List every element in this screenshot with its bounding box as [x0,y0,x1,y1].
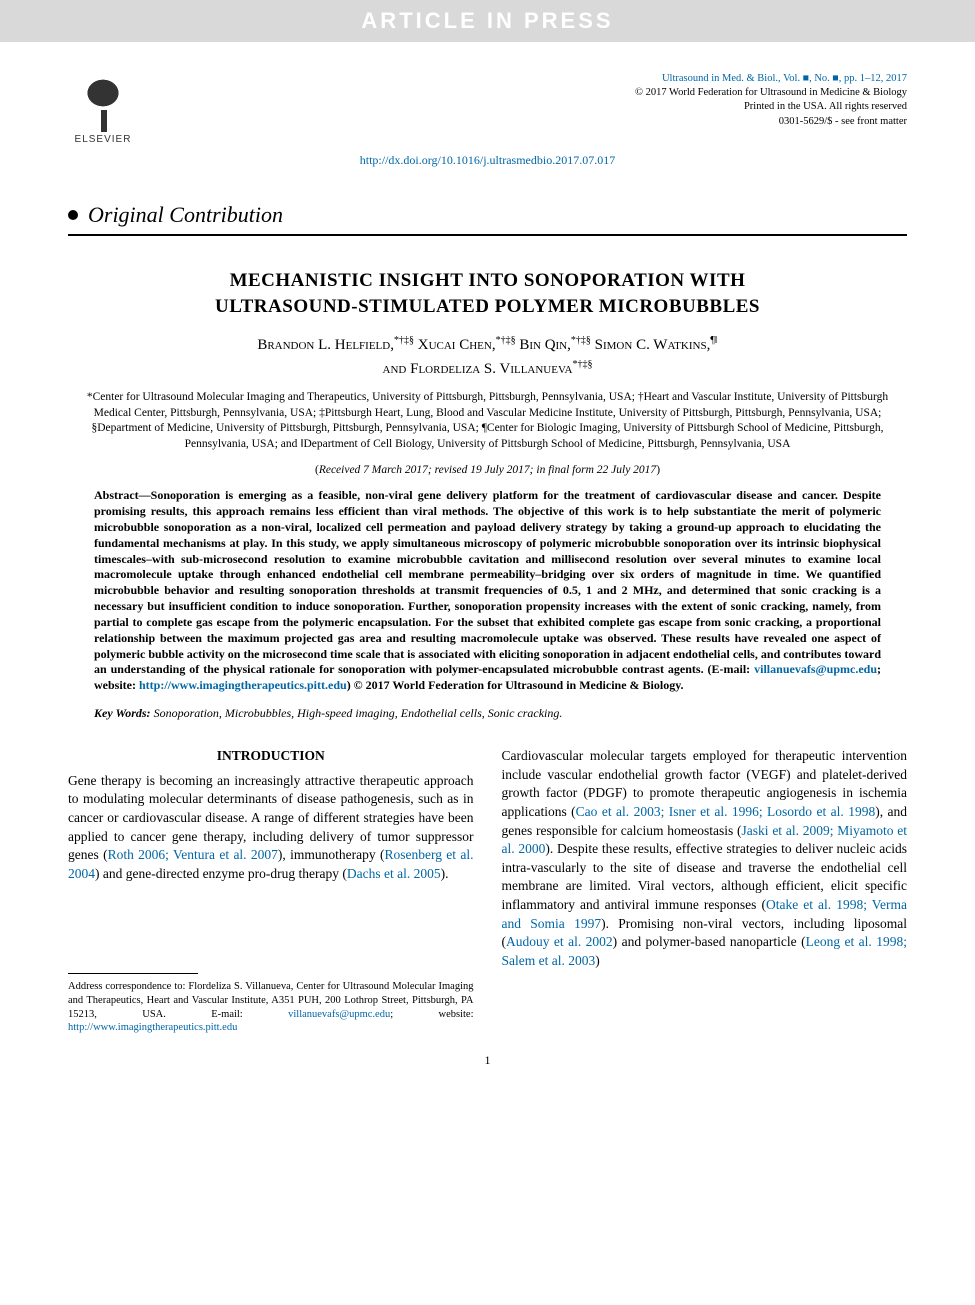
section-divider [68,234,907,236]
keywords-list: Sonoporation, Microbubbles, High-speed i… [151,706,563,720]
abstract-website-link[interactable]: http://www.imagingtherapeutics.pitt.edu [139,678,347,692]
journal-issn-line: 0301-5629/$ - see front matter [635,115,907,129]
page-number: 1 [68,1053,907,1068]
author: Bin Qin, [519,337,571,353]
doi-link[interactable]: http://dx.doi.org/10.1016/j.ultrasmedbio… [360,153,615,167]
footnote-separator [68,973,198,974]
date-final: in final form 22 July 2017 [536,464,656,476]
citation-link[interactable]: Dachs et al. 2005 [347,866,441,881]
author-aff: *†‡§ [571,335,591,346]
author: and Flordeliza S. Villanueva [383,361,573,377]
footnote-text: ; website: [390,1009,473,1020]
author-aff: *†‡§ [572,359,592,370]
citation-link[interactable]: Roth 2006; Ventura et al. 2007 [108,847,278,862]
doi-line: http://dx.doi.org/10.1016/j.ultrasmedbio… [68,153,907,168]
author: Brandon L. Helfield, [257,337,394,353]
column-right: Cardiovascular molecular targets employe… [502,747,908,1035]
text: ) [595,953,600,968]
publisher-name: ELSEVIER [75,134,132,145]
journal-volume-line: Ultrasound in Med. & Biol., Vol. ■, No. … [635,72,907,86]
article-in-press-banner: ARTICLE IN PRESS [0,0,975,42]
journal-printed-line: Printed in the USA. All rights reserved [635,100,907,114]
author-aff: *†‡§ [394,335,414,346]
keywords-label: Key Words: [94,706,151,720]
bullet-icon [68,210,78,220]
text: ) and polymer-based nanoparticle ( [613,934,806,949]
introduction-heading: INTRODUCTION [68,747,474,766]
article-dates: (Received 7 March 2017; revised 19 July … [68,464,907,476]
footnote-email-link[interactable]: villanuevafs@upmc.edu [288,1009,390,1020]
section-type-label: Original Contribution [88,202,283,228]
author-list: Brandon L. Helfield,*†‡§ Xucai Chen,*†‡§… [68,333,907,380]
text: ). [441,866,449,881]
abstract: Abstract—Sonoporation is emerging as a f… [94,488,881,694]
date-received: Received 7 March 2017; [319,464,432,476]
date-revised: revised 19 July 2017; [435,464,534,476]
footnote-website-link[interactable]: http://www.imagingtherapeutics.pitt.edu [68,1022,237,1033]
column-left: INTRODUCTION Gene therapy is becoming an… [68,747,474,1035]
author-aff: *†‡§ [496,335,516,346]
author-aff: ¶‖ [710,335,717,346]
publisher-logo: ELSEVIER [68,72,138,145]
intro-paragraph: Gene therapy is becoming an increasingly… [68,772,474,884]
section-type: Original Contribution [68,202,907,228]
affiliations: *Center for Ultrasound Molecular Imaging… [86,390,889,452]
page-content: ELSEVIER Ultrasound in Med. & Biol., Vol… [0,42,975,1108]
abstract-body: Sonoporation is emerging as a feasible, … [94,488,881,676]
author: Xucai Chen, [418,337,496,353]
header-row: ELSEVIER Ultrasound in Med. & Biol., Vol… [68,72,907,145]
journal-copyright-line: © 2017 World Federation for Ultrasound i… [635,86,907,100]
abstract-tail: ) © 2017 World Federation for Ultrasound… [347,678,684,692]
author: Simon C. Watkins, [595,337,711,353]
article-title: MECHANISTIC INSIGHT INTO SONOPORATION WI… [68,268,907,319]
body-columns: INTRODUCTION Gene therapy is becoming an… [68,747,907,1035]
correspondence-footnote: Address correspondence to: Flordeliza S.… [68,980,474,1035]
elsevier-tree-icon [75,72,131,132]
citation-link[interactable]: Cao et al. 2003; Isner et al. 1996; Loso… [576,804,876,819]
text: ), immunotherapy ( [278,847,385,862]
abstract-email-link[interactable]: villanuevafs@upmc.edu [754,662,877,676]
intro-paragraph: Cardiovascular molecular targets employe… [502,747,908,971]
text: ) and gene-directed enzyme pro-drug ther… [95,866,347,881]
journal-meta: Ultrasound in Med. & Biol., Vol. ■, No. … [635,72,907,129]
title-line-1: MECHANISTIC INSIGHT INTO SONOPORATION WI… [230,270,746,291]
citation-link[interactable]: Audouy et al. 2002 [506,934,613,949]
keywords: Key Words: Sonoporation, Microbubbles, H… [94,706,881,721]
title-line-2: ULTRASOUND-STIMULATED POLYMER MICROBUBBL… [215,296,760,317]
abstract-label: Abstract— [94,488,151,502]
